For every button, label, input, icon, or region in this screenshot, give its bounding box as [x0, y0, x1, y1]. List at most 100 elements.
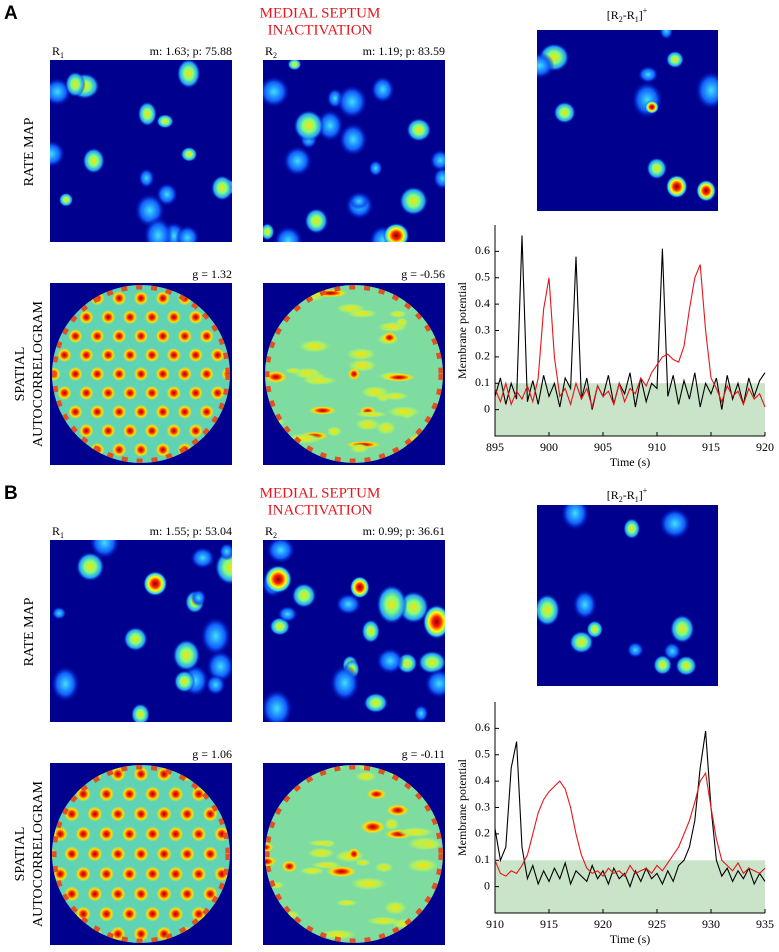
autocorr-streak: [387, 406, 421, 418]
y-axis-label: Membrane potential: [455, 281, 469, 379]
autocorr-peak: [18, 766, 33, 781]
firing-field: [143, 216, 173, 242]
firing-field: [429, 149, 445, 172]
autocorr-peak: [133, 726, 148, 741]
firing-field: [376, 647, 405, 675]
autocorr-peak: [237, 946, 252, 952]
firing-field: [631, 81, 663, 119]
autocorr-peak: [6, 746, 21, 761]
autocorr-peak: [210, 385, 225, 401]
label: [R2-R1]+: [607, 6, 648, 24]
autocorr-peak: [191, 826, 207, 842]
condition-title: INACTIVATION: [268, 502, 373, 518]
autocorr-streak: [321, 929, 356, 940]
autocorr-peak: [144, 347, 160, 363]
condition-title: INACTIVATION: [268, 22, 373, 38]
autocorr-peak: [168, 786, 184, 802]
autocorr-peak: [35, 272, 49, 286]
firing-field: [361, 619, 381, 644]
autocorr-center: [348, 368, 360, 380]
autocorr-peak: [243, 329, 257, 343]
autocorr-peak: [79, 385, 94, 401]
trace: [494, 235, 766, 410]
firing-field: [206, 650, 232, 683]
firing-field: [433, 166, 445, 190]
autocorr-peak: [199, 404, 214, 420]
autocorr-peak: [0, 806, 10, 821]
autocorr-peak: [156, 480, 170, 494]
map-blobs: [537, 30, 718, 202]
autocorrelogram: [0, 253, 257, 494]
autocorr-peak: [243, 291, 257, 305]
label: R2: [265, 44, 277, 61]
autocorr-streak: [386, 804, 409, 817]
y-tick-label: 0.4: [475, 296, 490, 310]
row-label: AUTOCORRELOGRAM: [31, 300, 46, 447]
firing-field: [156, 182, 178, 207]
firing-field: [138, 168, 155, 189]
firing-field: [417, 650, 445, 675]
autocorr-peak: [30, 946, 45, 952]
autocorr-peak: [144, 866, 161, 882]
firing-field: [172, 639, 201, 672]
autocorr-peak: [79, 309, 94, 325]
autocorr-peak: [68, 404, 83, 420]
firing-field: [273, 225, 303, 242]
autocorr-peak: [98, 906, 114, 922]
autocorr-peak: [249, 886, 264, 901]
autocorr-peak: [111, 404, 127, 420]
autocorr-peak: [64, 846, 80, 862]
x-tick-label: 920: [756, 440, 774, 454]
firing-field: [644, 100, 659, 114]
autocorr-peak: [122, 423, 138, 439]
map-blobs: [263, 60, 445, 242]
autocorr-peak: [134, 253, 148, 267]
autocorr-peak: [100, 309, 116, 325]
firing-field: [537, 52, 555, 79]
firing-field: [266, 540, 296, 564]
autocorr-peak: [13, 310, 27, 324]
autocorr-peak: [18, 926, 33, 941]
map-blobs: [50, 60, 232, 242]
firing-field: [349, 576, 370, 599]
autocorr-peak: [53, 746, 68, 761]
firing-field: [264, 565, 293, 594]
firing-field: [277, 605, 298, 623]
rate-map: [50, 60, 232, 242]
firing-field: [263, 689, 293, 722]
y-tick-label: 0: [484, 878, 490, 892]
rate-map: [537, 30, 718, 211]
autocorr-peak: [0, 310, 6, 324]
firing-field: [626, 641, 644, 659]
autocorr-streak: [346, 309, 378, 318]
autocorr-peak: [232, 386, 246, 400]
autocorr-peak: [134, 480, 148, 494]
firing-field: [663, 642, 682, 661]
autocorr-peak: [179, 886, 195, 902]
label-part: 2: [273, 531, 277, 540]
rate-map: [263, 60, 445, 242]
autocorr-peak: [0, 846, 10, 861]
autocorr-peak: [145, 946, 160, 952]
firing-field: [293, 109, 325, 142]
firing-field: [422, 604, 445, 640]
autocorrelogram: [0, 726, 298, 952]
autocorr-peak: [237, 866, 252, 881]
label: R2: [265, 524, 277, 541]
autocorr-peak: [98, 826, 114, 842]
firing-field: [665, 174, 688, 199]
autocorr-peak: [283, 946, 298, 952]
autocorr-peak: [3, 329, 17, 343]
label-part: 1: [60, 531, 64, 540]
autocorrelogram: [263, 763, 445, 945]
autocorr-peak: [87, 726, 102, 741]
autocorr-streak: [265, 842, 274, 853]
firing-field: [291, 582, 317, 609]
autocorr-peak: [0, 926, 10, 941]
firing-field: [82, 147, 105, 174]
autocorr-streak: [384, 901, 407, 915]
autocorr-peak: [155, 328, 171, 344]
autocorr-streak: [281, 860, 298, 873]
autocorr-peak: [90, 404, 105, 420]
label-part: 1: [635, 495, 639, 504]
